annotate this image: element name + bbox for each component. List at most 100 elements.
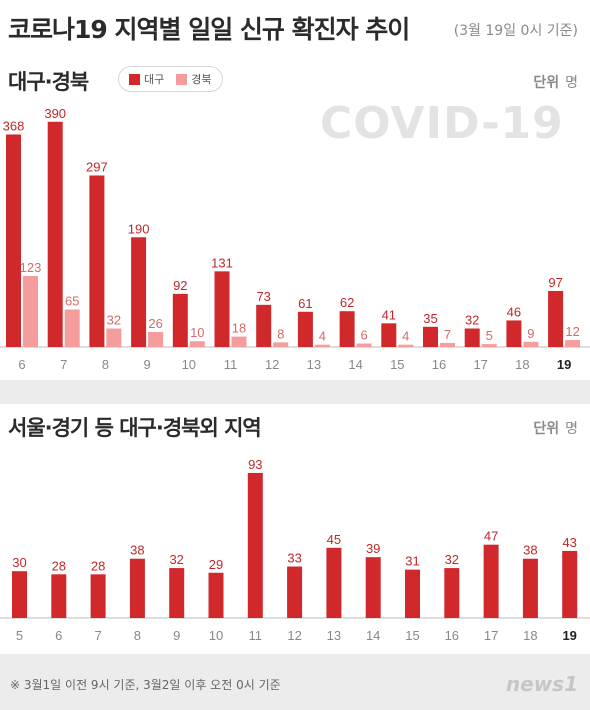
chart2-x-tick-16: 16 <box>445 628 459 643</box>
chart1-bar-daegu-14 <box>339 311 355 347</box>
chart1-x-tick-15: 15 <box>390 357 404 372</box>
chart1-value-label-gyeongbuk-9: 26 <box>148 316 162 331</box>
chart1-x-tick-19: 19 <box>557 357 571 372</box>
chart2-value-label-16: 32 <box>445 552 459 567</box>
chart2-svg: 30 5 28 6 28 7 38 8 32 9 29 10 93 11 33 12 45 13 39 14 31 15 3… <box>0 457 590 643</box>
chart1-bar-daegu-13 <box>297 311 313 347</box>
chart2-bar-10 <box>208 572 224 618</box>
chart1-bar-gyeongbuk-18 <box>523 341 539 347</box>
chart1-bar-daegu-18 <box>506 320 522 347</box>
chart1-bar-daegu-19 <box>548 290 564 347</box>
chart1-value-label-gyeongbuk-17: 5 <box>486 328 493 343</box>
footer: ※ 3월1일 이전 9시 기준, 3월2일 이후 오전 0시 기준 news1 <box>0 660 590 710</box>
legend-label-gyeongbuk: 경북 <box>191 73 212 86</box>
chart1-bar-gyeongbuk-10 <box>189 341 205 347</box>
chart1-value-label-daegu-11: 131 <box>211 255 233 270</box>
chart1-value-label-daegu-10: 92 <box>173 278 187 293</box>
chart1-x-tick-18: 18 <box>515 357 529 372</box>
chart1-unit-value: 명 <box>565 75 578 91</box>
legend-item-gyeongbuk: 경북 <box>176 71 212 87</box>
chart1-value-label-gyeongbuk-10: 10 <box>190 325 204 340</box>
chart2-x-tick-13: 13 <box>327 628 341 643</box>
chart2-x-tick-5: 5 <box>16 628 23 643</box>
legend-swatch-daegu <box>129 73 140 85</box>
chart2-value-label-19: 43 <box>562 535 576 550</box>
chart1-value-label-daegu-7: 390 <box>44 106 66 121</box>
chart2-value-label-8: 38 <box>130 543 144 558</box>
chart2-value-label-13: 45 <box>327 532 341 547</box>
chart2-bar-9 <box>169 568 185 618</box>
chart1-bar-gyeongbuk-12 <box>273 342 289 347</box>
chart1-value-label-gyeongbuk-8: 32 <box>107 313 121 328</box>
chart2-x-tick-6: 6 <box>55 628 62 643</box>
chart1-value-label-gyeongbuk-16: 7 <box>444 327 451 342</box>
header: 코로나19 지역별 일일 신규 확진자 추이 (3월 19일 0시 기준) <box>0 0 590 58</box>
chart1-bar-daegu-16 <box>423 326 438 347</box>
chart2-bar-18 <box>522 558 538 618</box>
chart1-value-label-daegu-8: 297 <box>86 159 108 174</box>
chart2-value-label-9: 32 <box>169 552 183 567</box>
chart1-bar-gyeongbuk-8 <box>106 328 122 347</box>
chart2-bar-7 <box>90 574 106 618</box>
legend-swatch-gyeongbuk <box>176 73 188 85</box>
chart1-value-label-daegu-18: 46 <box>507 304 521 319</box>
chart2-value-label-7: 28 <box>91 558 105 573</box>
chart1-legend: 대구 경북 <box>118 66 223 92</box>
chart1-x-tick-14: 14 <box>348 357 362 372</box>
chart1-bar-gyeongbuk-17 <box>481 344 497 347</box>
chart2-x-tick-8: 8 <box>134 628 141 643</box>
chart2-value-label-15: 31 <box>405 554 419 569</box>
chart2-x-tick-9: 9 <box>173 628 180 643</box>
chart1-unit: 단위 명 <box>533 72 578 92</box>
chart1-x-tick-6: 6 <box>18 357 25 372</box>
chart1-bar-gyeongbuk-19 <box>565 340 581 347</box>
chart2-bar-16 <box>444 568 460 618</box>
chart1-bar-daegu-17 <box>464 328 480 347</box>
chart2-value-label-17: 47 <box>484 529 498 544</box>
chart1-value-label-daegu-19: 97 <box>548 275 562 290</box>
page-title: 코로나19 지역별 일일 신규 확진자 추이 <box>8 15 410 44</box>
chart1-x-tick-8: 8 <box>102 357 109 372</box>
chart1-value-label-gyeongbuk-12: 8 <box>277 326 284 341</box>
chart1-value-label-gyeongbuk-11: 18 <box>232 321 246 336</box>
chart2-bar-19 <box>562 550 578 618</box>
chart1-value-label-daegu-14: 62 <box>340 295 354 310</box>
chart2-x-tick-19: 19 <box>562 628 576 643</box>
chart2-x-tick-14: 14 <box>366 628 380 643</box>
chart2-value-label-10: 29 <box>209 557 223 572</box>
chart1-bar-daegu-10 <box>172 293 188 347</box>
chart2-value-label-11: 93 <box>248 457 262 472</box>
chart1-x-tick-10: 10 <box>182 357 196 372</box>
chart1-value-label-gyeongbuk-6: 123 <box>20 260 42 275</box>
page-subtitle: (3월 19일 0시 기준) <box>453 23 578 39</box>
chart1-value-label-daegu-15: 41 <box>382 307 396 322</box>
chart2-value-label-14: 39 <box>366 541 380 556</box>
chart1-bar-gyeongbuk-9 <box>148 331 164 347</box>
chart1-bar-gyeongbuk-6 <box>23 275 38 347</box>
chart1-value-label-gyeongbuk-15: 4 <box>402 329 409 344</box>
chart2-x-tick-15: 15 <box>405 628 419 643</box>
chart2-unit-value: 명 <box>565 421 578 437</box>
chart2-bar-8 <box>129 558 145 618</box>
chart1-bar-daegu-11 <box>214 271 230 347</box>
chart2-unit-label: 단위 <box>533 421 560 437</box>
chart1-value-label-gyeongbuk-7: 65 <box>65 293 79 308</box>
chart1-value-label-gyeongbuk-18: 9 <box>527 326 534 341</box>
chart1-value-label-daegu-12: 73 <box>256 289 270 304</box>
chart2-bar-17 <box>483 544 499 618</box>
chart1-x-tick-17: 17 <box>473 357 487 372</box>
chart1-value-label-daegu-13: 61 <box>298 296 312 311</box>
chart1-unit-label: 단위 <box>533 75 560 91</box>
chart1-title: 대구·경북 <box>8 70 89 94</box>
chart1-value-label-daegu-9: 190 <box>128 221 150 236</box>
chart1-x-tick-16: 16 <box>432 357 446 372</box>
chart2-value-label-18: 38 <box>523 543 537 558</box>
legend-item-daegu: 대구 <box>129 71 164 87</box>
chart1-value-label-gyeongbuk-13: 4 <box>319 329 326 344</box>
chart1-bar-daegu-12 <box>256 304 272 347</box>
chart1-value-label-daegu-6: 368 <box>3 118 25 133</box>
chart2-x-tick-11: 11 <box>249 628 263 643</box>
chart2-bar-15 <box>405 569 420 618</box>
chart1-bar-gyeongbuk-13 <box>314 344 330 347</box>
chart2-title: 서울·경기 등 대구·경북외 지역 <box>8 416 262 440</box>
